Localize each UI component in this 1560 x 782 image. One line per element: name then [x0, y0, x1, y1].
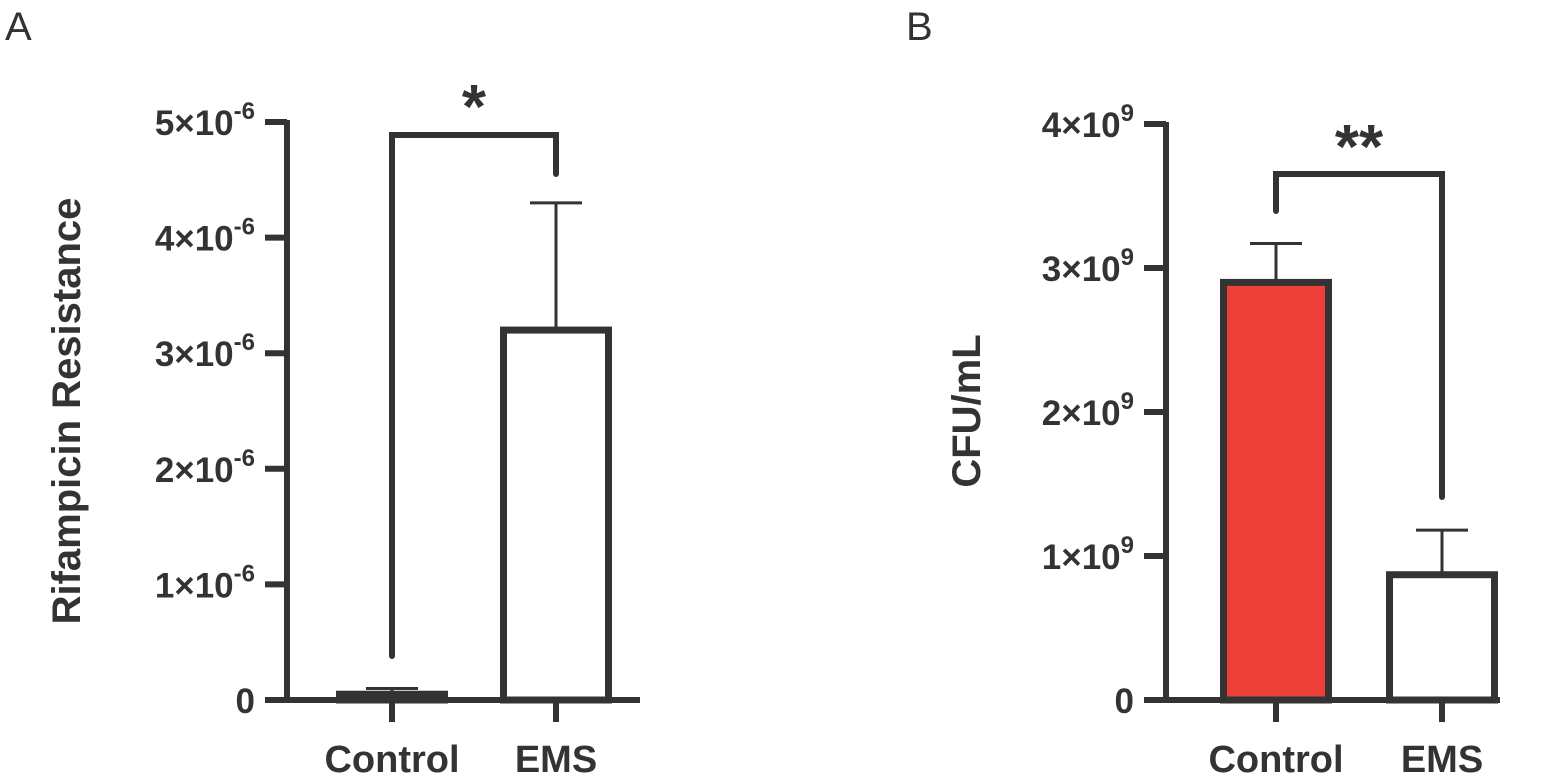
y-tick-exponent: -6 — [234, 329, 255, 356]
y-tick-mantissa: 1×10 — [1042, 538, 1121, 577]
category-label: EMS — [515, 739, 597, 781]
bar-control — [1220, 278, 1332, 704]
y-tick-label: 3×109 — [1042, 244, 1134, 289]
y-tick-mantissa: 3×10 — [155, 335, 234, 374]
y-tick-mantissa: 2×10 — [1042, 394, 1121, 433]
y-tick-mantissa: 3×10 — [1042, 250, 1121, 289]
y-tick-label: 4×10-6 — [155, 214, 255, 259]
category-label: Control — [324, 739, 459, 781]
significance-bracket — [1273, 171, 1445, 500]
y-tick-label: 2×10-6 — [155, 445, 255, 490]
y-axis-title: Rifampicin Resistance — [45, 198, 89, 625]
y-tick-mantissa: 5×10 — [155, 104, 234, 143]
y-tick-label: 2×109 — [1042, 388, 1134, 433]
category-label: Control — [1208, 739, 1343, 781]
y-tick-label: 3×10-6 — [155, 329, 255, 374]
y-tick-exponent: 9 — [1121, 532, 1134, 559]
category-label: EMS — [1401, 739, 1483, 781]
significance-marker: * — [462, 73, 487, 142]
y-tick-mantissa: 2×10 — [155, 451, 234, 490]
y-tick-exponent: 9 — [1121, 100, 1134, 127]
y-tick-label: 1×10-6 — [155, 560, 255, 605]
bar-control — [336, 690, 448, 704]
y-tick-label: 0 — [1115, 682, 1134, 721]
y-tick-exponent: 9 — [1121, 244, 1134, 271]
y-tick-exponent: 9 — [1121, 388, 1134, 415]
y-tick-mantissa: 4×10 — [1042, 106, 1121, 145]
y-tick-mantissa: 4×10 — [155, 220, 234, 259]
panel-label-a: A — [5, 5, 32, 49]
significance-marker: ** — [1335, 113, 1384, 182]
y-axis-title: CFU/mL — [945, 334, 989, 487]
y-tick-exponent: -6 — [234, 445, 255, 472]
y-tick-label: 1×109 — [1042, 532, 1134, 577]
y-tick-exponent: -6 — [234, 98, 255, 125]
y-tick-exponent: -6 — [234, 214, 255, 241]
significance-bracket — [389, 132, 559, 659]
y-tick-exponent: -6 — [234, 560, 255, 587]
bar-ems — [1386, 571, 1498, 704]
panel-label-b: B — [906, 5, 933, 49]
y-tick-label: 5×10-6 — [155, 98, 255, 143]
bar-ems — [500, 326, 612, 704]
y-tick-label: 0 — [236, 682, 255, 721]
y-tick-label: 4×109 — [1042, 100, 1134, 145]
y-tick-mantissa: 1×10 — [155, 566, 234, 605]
